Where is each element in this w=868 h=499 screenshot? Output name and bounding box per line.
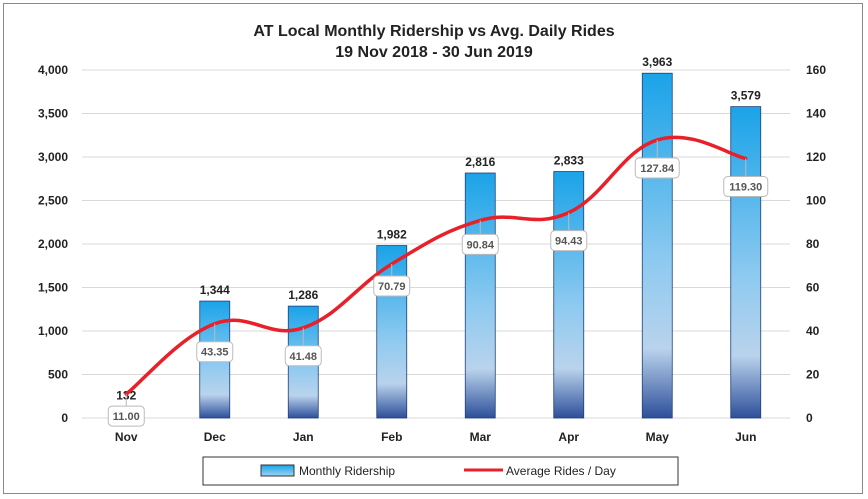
chart-title: AT Local Monthly Ridership vs Avg. Daily… bbox=[253, 23, 614, 40]
category-label: Apr bbox=[558, 430, 579, 444]
line-value-label: 90.84 bbox=[466, 239, 494, 251]
legend-bar-label: Monthly Ridership bbox=[299, 464, 395, 478]
legend-line-label: Average Rides / Day bbox=[506, 464, 616, 478]
left-axis-ticks: 0 500 1,000 1,500 2,000 2,500 3,000 3,500 4,000 bbox=[38, 63, 68, 425]
left-tick-label: 1,000 bbox=[38, 324, 68, 338]
left-tick-label: 2,500 bbox=[38, 194, 68, 208]
gridlines bbox=[82, 69, 790, 419]
bar-value-label: 3,963 bbox=[642, 55, 672, 69]
line-value-callout: 119.30 bbox=[723, 158, 769, 198]
bar-value-label: 1,286 bbox=[288, 288, 318, 302]
left-tick-label: 500 bbox=[48, 368, 68, 382]
right-tick-label: 120 bbox=[806, 150, 826, 164]
line-value-callout: 90.84 bbox=[461, 220, 499, 255]
callout-box bbox=[373, 275, 411, 297]
line-value-label: 43.35 bbox=[201, 347, 229, 359]
line-value-callout: 70.79 bbox=[373, 264, 411, 297]
callout-box bbox=[461, 233, 499, 255]
line-data-labels: 11.00 43.35 41.48 70.79 90.84 94.43 127.84 119.… bbox=[107, 139, 769, 427]
line-value-label: 11.00 bbox=[113, 411, 140, 423]
callout-box bbox=[107, 405, 145, 427]
legend: Monthly Ridership Average Rides / Day bbox=[202, 456, 679, 486]
bar-value-label: 3,579 bbox=[731, 89, 761, 103]
right-tick-label: 140 bbox=[806, 107, 826, 121]
left-tick-label: 3,500 bbox=[38, 107, 68, 121]
left-tick-label: 3,000 bbox=[38, 150, 68, 164]
right-tick-label: 160 bbox=[806, 63, 826, 77]
category-label: May bbox=[646, 430, 670, 444]
average-rides-line bbox=[124, 135, 748, 396]
left-tick-label: 0 bbox=[61, 411, 68, 425]
bar-value-label: 2,816 bbox=[465, 155, 495, 169]
category-label: Jan bbox=[293, 430, 314, 444]
line-value-label: 70.79 bbox=[378, 281, 406, 293]
line-series bbox=[124, 135, 748, 396]
line-value-label: 127.84 bbox=[640, 163, 675, 175]
line-value-callout: 94.43 bbox=[550, 212, 588, 252]
chart-frame bbox=[3, 3, 863, 494]
line-value-label: 119.30 bbox=[729, 182, 762, 194]
callout-box bbox=[723, 176, 769, 198]
bar-value-label: 2,833 bbox=[554, 154, 584, 168]
bar-value-label: 1,982 bbox=[377, 228, 407, 242]
category-label: Feb bbox=[381, 430, 402, 444]
right-tick-label: 0 bbox=[806, 411, 813, 425]
bar-series bbox=[110, 72, 762, 419]
category-label: Mar bbox=[470, 430, 492, 444]
legend-bar-swatch bbox=[260, 464, 295, 477]
line-value-label: 41.48 bbox=[289, 351, 317, 363]
callout-box bbox=[284, 345, 322, 367]
callout-box bbox=[196, 341, 234, 363]
right-tick-label: 40 bbox=[806, 324, 820, 338]
bar-mar bbox=[464, 172, 496, 419]
left-tick-label: 4,000 bbox=[38, 63, 68, 77]
right-tick-label: 80 bbox=[806, 237, 820, 251]
bar-value-label: 1,344 bbox=[200, 283, 230, 297]
line-value-callout: 43.35 bbox=[196, 323, 234, 363]
callout-box bbox=[634, 157, 680, 179]
right-tick-label: 20 bbox=[806, 368, 820, 382]
left-tick-label: 1,500 bbox=[38, 281, 68, 295]
right-tick-label: 100 bbox=[806, 194, 826, 208]
line-value-label: 94.43 bbox=[555, 236, 583, 248]
category-label: Nov bbox=[115, 430, 138, 444]
line-value-callout: 41.48 bbox=[284, 327, 322, 367]
category-label: Dec bbox=[204, 430, 226, 444]
right-axis-ticks: 0 20 40 60 80 100 120 140 160 bbox=[806, 63, 826, 425]
bar-may bbox=[641, 72, 673, 419]
callout-box bbox=[550, 230, 588, 252]
chart-subtitle: 19 Nov 2018 - 30 Jun 2019 bbox=[335, 44, 533, 61]
right-tick-label: 60 bbox=[806, 281, 820, 295]
category-labels: Nov Dec Jan Feb Mar Apr May Jun bbox=[115, 430, 757, 444]
category-label: Jun bbox=[735, 430, 756, 444]
left-tick-label: 2,000 bbox=[38, 237, 68, 251]
line-value-callout: 127.84 bbox=[634, 139, 680, 179]
line-value-callout: 11.00 bbox=[107, 394, 145, 427]
